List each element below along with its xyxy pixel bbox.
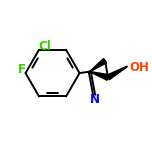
Text: N: N xyxy=(90,93,100,106)
Text: Cl: Cl xyxy=(39,40,52,52)
Polygon shape xyxy=(90,59,107,72)
Polygon shape xyxy=(90,71,109,80)
Polygon shape xyxy=(107,66,127,80)
Text: F: F xyxy=(18,63,26,76)
Text: OH: OH xyxy=(129,61,149,74)
